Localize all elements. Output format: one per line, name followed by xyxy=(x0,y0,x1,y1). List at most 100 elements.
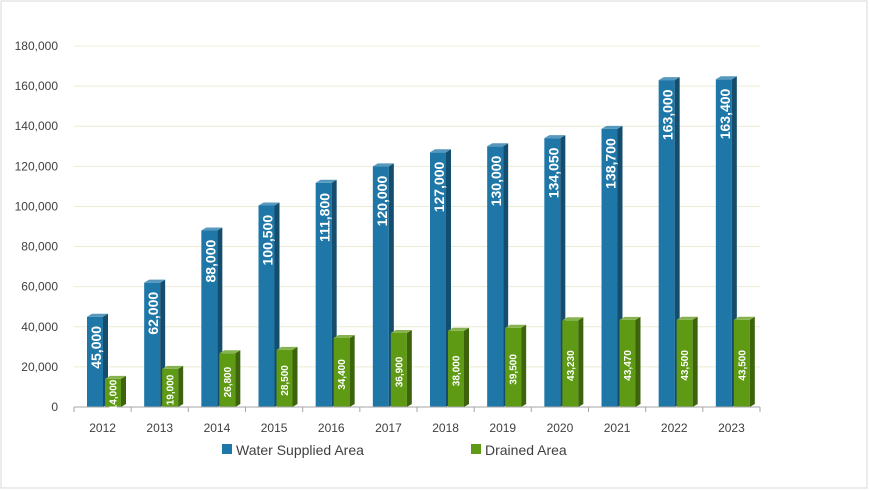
bar-front xyxy=(619,319,636,407)
drained-bar xyxy=(276,346,298,407)
y-tick-label: 180,000 xyxy=(15,39,59,53)
y-tick-label: 160,000 xyxy=(15,79,59,93)
y-tick-label: 80,000 xyxy=(21,240,58,254)
bar-top xyxy=(544,135,566,139)
drained-value-label: 28,500 xyxy=(280,365,291,396)
drained-bar xyxy=(619,316,641,407)
y-tick-label: 140,000 xyxy=(15,119,59,133)
bar-front xyxy=(315,182,332,407)
drained-bar xyxy=(333,335,355,407)
bar-top xyxy=(430,149,451,153)
water-supplied-value-label: 111,800 xyxy=(317,193,333,242)
bar-top xyxy=(562,317,584,321)
drained-value-label: 34,400 xyxy=(337,359,348,390)
bar-side xyxy=(464,327,469,407)
y-tick-label: 120,000 xyxy=(15,159,59,173)
bar-front xyxy=(562,320,579,407)
drained-value-label: 38,000 xyxy=(452,355,463,386)
water-supplied-value-label: 100,500 xyxy=(260,215,276,266)
bar-top xyxy=(333,335,355,339)
bar-side xyxy=(521,324,527,407)
bar-front xyxy=(276,349,293,407)
x-tick-label: 2022 xyxy=(661,421,688,435)
bar-top xyxy=(105,375,126,379)
drained-bar xyxy=(676,316,698,407)
bar-top xyxy=(619,316,641,320)
drained-value-label: 43,230 xyxy=(566,350,577,381)
bar-top xyxy=(87,313,108,317)
bar-top xyxy=(219,350,241,354)
drained-value-label: 19,000 xyxy=(166,374,177,405)
drained-value-label: 36,900 xyxy=(394,356,405,387)
drained-value-label: 43,500 xyxy=(680,350,691,381)
legend-label-water-supplied: Water Supplied Area xyxy=(236,442,364,458)
water-supplied-value-label: 163,000 xyxy=(660,89,676,140)
bar-front xyxy=(258,205,275,407)
x-tick-label: 2013 xyxy=(146,421,173,435)
y-tick-label: 100,000 xyxy=(15,199,59,213)
x-axis xyxy=(73,406,761,412)
bar-top xyxy=(315,179,337,183)
bar-front xyxy=(505,327,522,407)
y-tick-label: 60,000 xyxy=(21,280,58,294)
drained-bar xyxy=(105,375,126,407)
x-tick-label: 2018 xyxy=(432,421,459,435)
bar-front xyxy=(715,79,732,407)
bar-top xyxy=(144,279,166,283)
y-tick-label: 0 xyxy=(51,400,58,414)
water-supplied-value-label: 127,000 xyxy=(431,161,447,212)
x-tick-label: 2015 xyxy=(261,421,288,435)
water-supplied-value-label: 88,000 xyxy=(202,239,218,282)
data-labels: 45,000 62,000 88,000 100,500 111,800 120,000 1… xyxy=(88,88,748,410)
x-tick-label: 2014 xyxy=(204,421,231,435)
bar-side xyxy=(292,346,298,407)
water-supplied-value-label: 134,050 xyxy=(545,147,561,198)
bar-top xyxy=(715,76,737,80)
bar-front xyxy=(676,319,693,407)
x-tick-label: 2021 xyxy=(604,421,631,435)
bar-side xyxy=(178,365,184,407)
x-tick-label: 2012 xyxy=(89,421,116,435)
bar-front xyxy=(658,80,675,407)
bar-top xyxy=(201,227,223,231)
bar-front xyxy=(87,316,103,407)
bar-top xyxy=(390,329,412,333)
bar-front xyxy=(601,128,618,407)
drained-value-label: 43,500 xyxy=(737,350,748,381)
bars xyxy=(87,76,755,408)
drained-bar xyxy=(219,350,241,407)
x-tick-label: 2016 xyxy=(318,421,345,435)
bar-front xyxy=(487,146,504,407)
x-axis-tick-labels: 2012 2013 2014 2015 2016 2017 2018 2019 2020 2021… xyxy=(89,421,745,435)
x-tick-label: 2019 xyxy=(489,421,516,435)
bar-front xyxy=(372,166,389,407)
water-supplied-value-label: 120,000 xyxy=(374,176,390,227)
legend-swatch-water-supplied xyxy=(222,444,232,454)
drained-bar xyxy=(733,316,755,407)
bar-top xyxy=(258,202,280,206)
bar-front xyxy=(201,230,218,407)
bar-top xyxy=(448,327,469,331)
water-supplied-value-label: 138,700 xyxy=(603,138,619,189)
bar-side xyxy=(578,317,584,407)
drained-bar xyxy=(448,327,469,407)
water-supplied-value-label: 130,000 xyxy=(488,155,504,206)
drained-value-label: 39,500 xyxy=(509,354,520,385)
bar-side xyxy=(692,316,698,407)
bar-front xyxy=(333,338,350,407)
bar-top xyxy=(676,316,698,320)
drained-bar xyxy=(505,324,527,407)
bar-front xyxy=(733,319,750,407)
bar-side xyxy=(235,350,241,407)
legend-label-drained: Drained Area xyxy=(485,442,567,458)
bar-front xyxy=(105,378,121,407)
gridlines xyxy=(74,45,760,368)
bar-top xyxy=(276,346,298,350)
bar-top xyxy=(487,143,509,147)
y-axis-tick-labels: 0 20,000 40,000 60,000 80,000 100,000 120,000 1… xyxy=(15,39,59,414)
bar-side xyxy=(749,316,755,407)
bar-side xyxy=(121,375,126,407)
water-supplied-bar xyxy=(87,313,108,407)
legend: Water Supplied Area Drained Area xyxy=(222,442,567,458)
